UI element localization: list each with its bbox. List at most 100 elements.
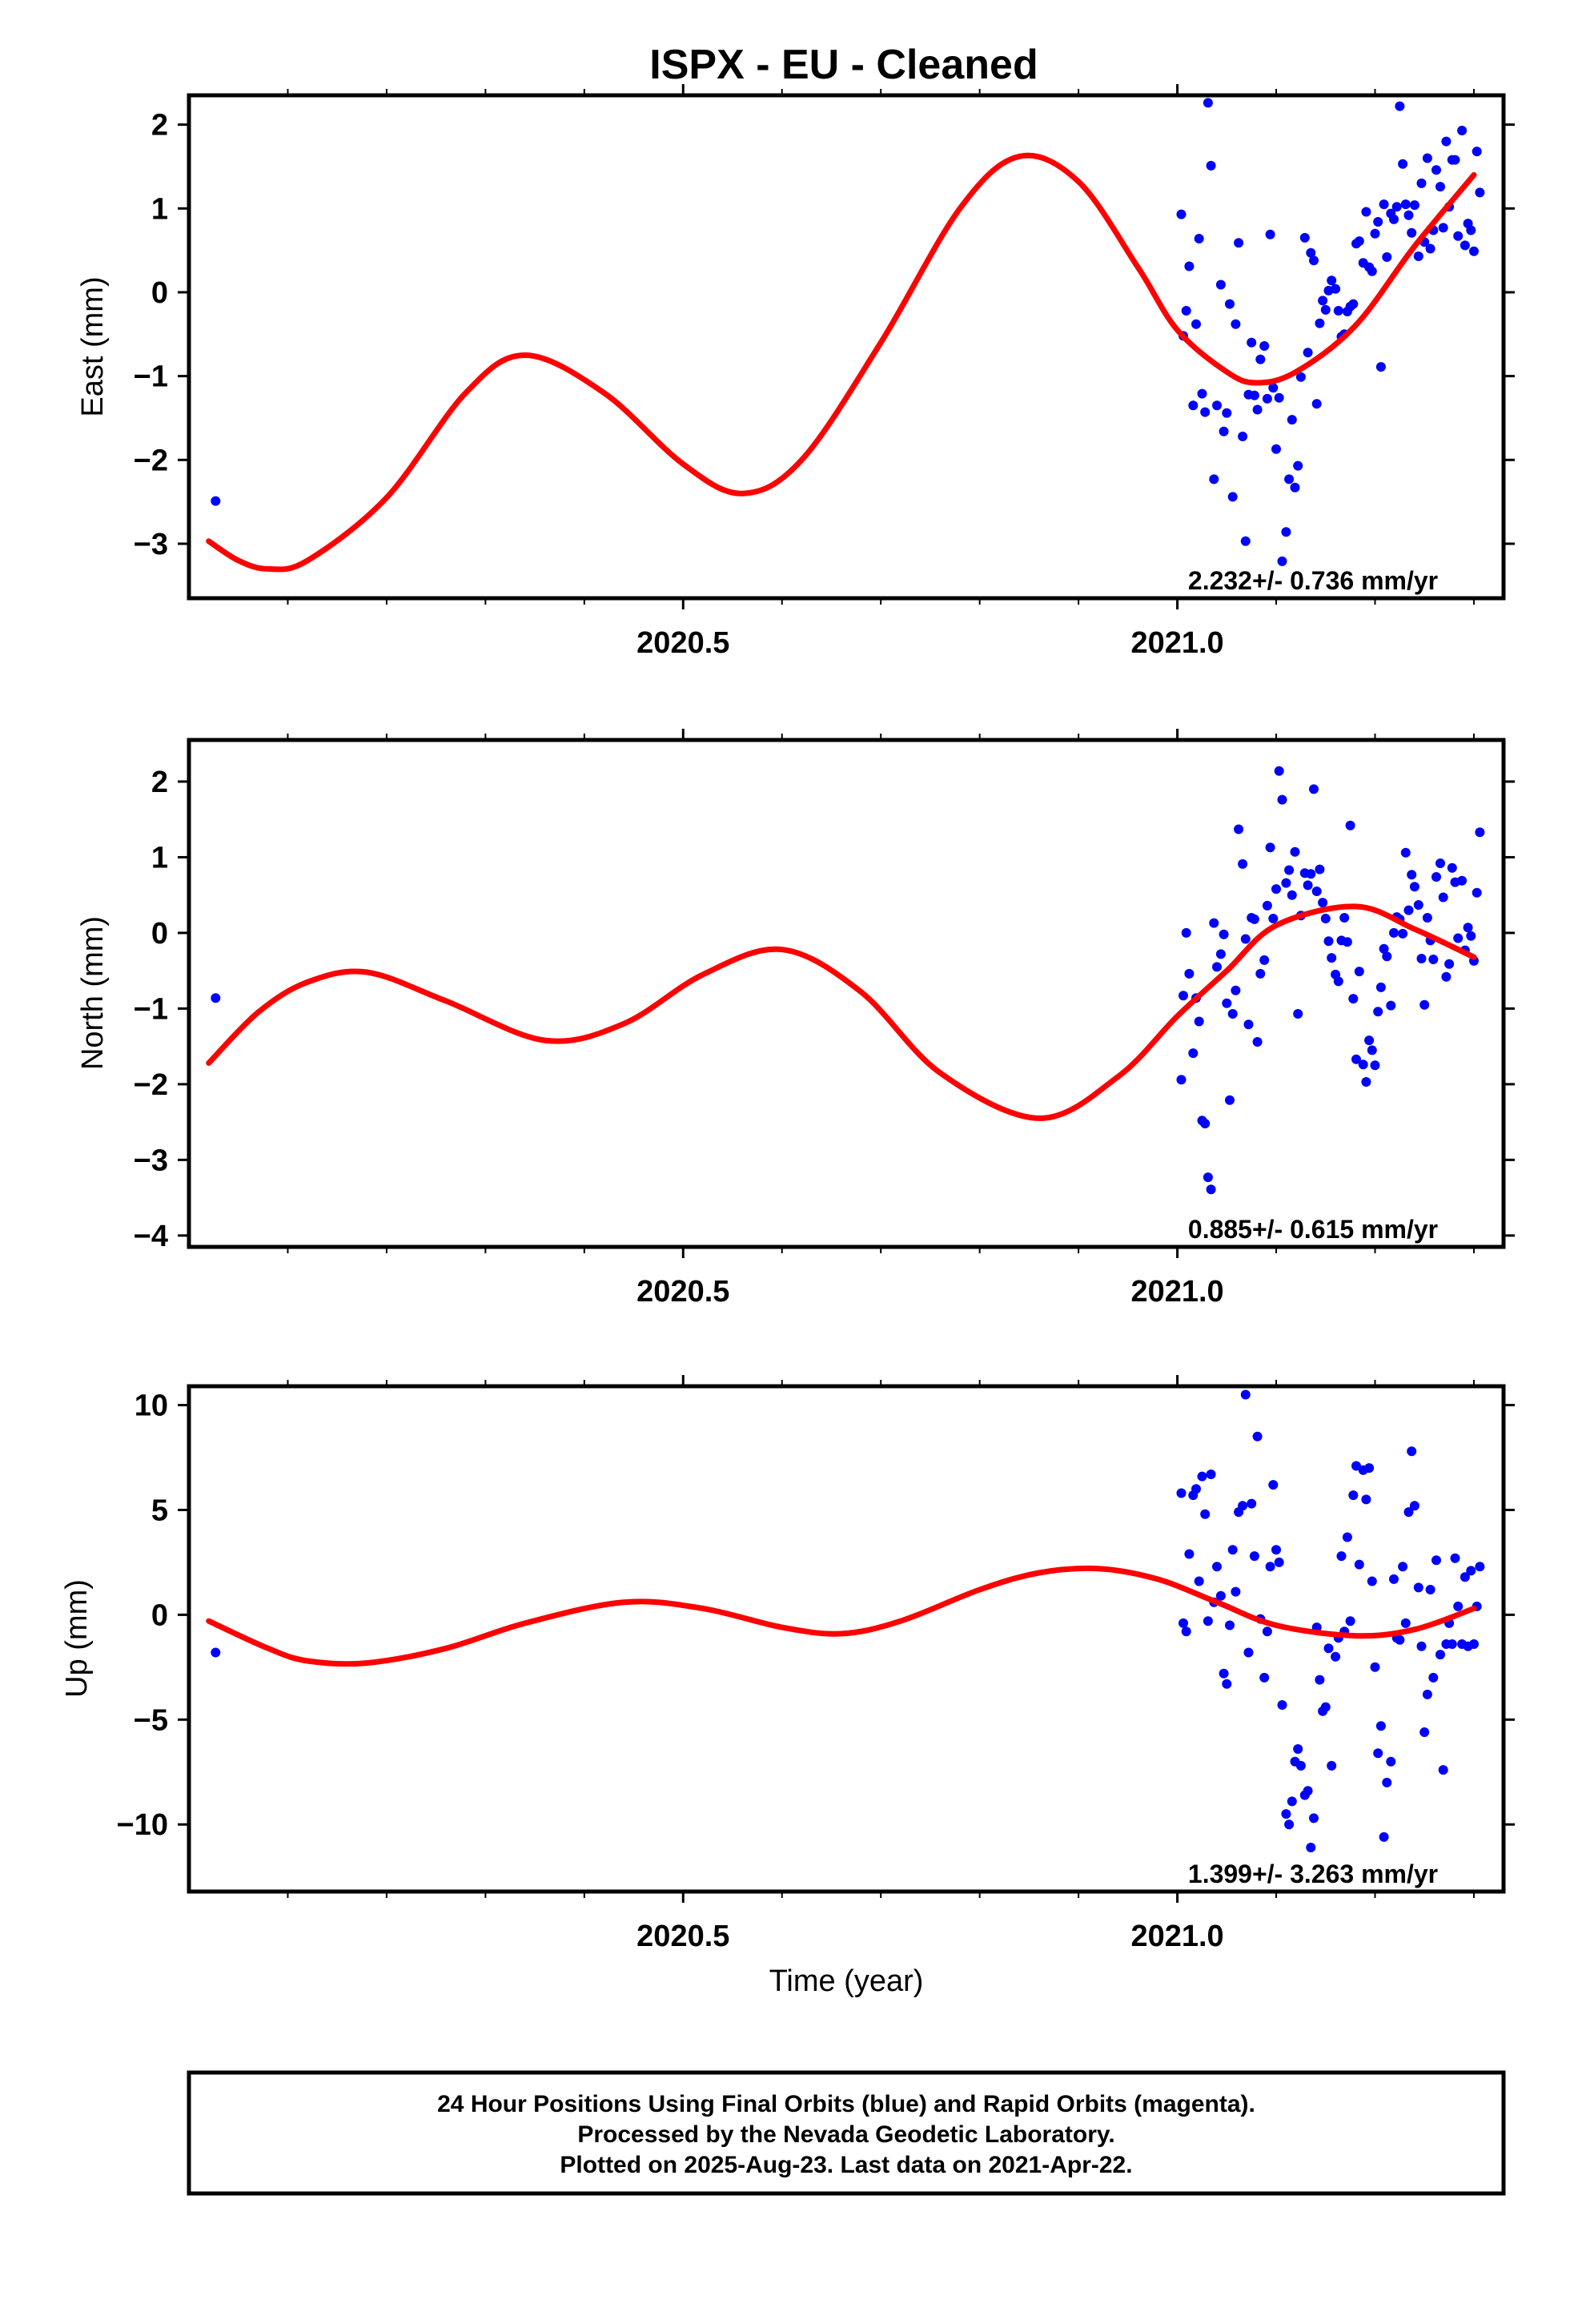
up-data-point xyxy=(1370,1662,1380,1672)
north-ytick-label: 2 xyxy=(151,766,168,799)
panel-east-ylabel: East (mm) xyxy=(76,276,110,416)
north-data-point xyxy=(1438,892,1448,903)
north-data-point xyxy=(1181,927,1191,938)
up-data-point xyxy=(1361,1494,1371,1505)
east-data-point xyxy=(1416,178,1427,188)
up-data-point xyxy=(1277,1700,1287,1710)
up-data-point xyxy=(1191,1484,1201,1494)
north-data-point xyxy=(1407,870,1417,880)
north-data-point xyxy=(1212,962,1222,972)
up-data-point xyxy=(1249,1551,1259,1562)
up-data-point xyxy=(1419,1727,1430,1737)
east-ytick-label: −1 xyxy=(134,360,168,394)
up-data-point xyxy=(1293,1744,1303,1754)
east-data-point xyxy=(1271,444,1281,454)
north-ytick-label: −1 xyxy=(134,992,168,1026)
north-data-point xyxy=(1333,976,1343,987)
up-data-point xyxy=(1450,1553,1460,1563)
footer-line-1: 24 Hour Positions Using Final Orbits (bl… xyxy=(437,2091,1255,2117)
north-data-point xyxy=(1231,985,1241,995)
x-axis-label: Time (year) xyxy=(769,1964,924,1998)
east-data-point xyxy=(1438,223,1448,233)
north-data-point xyxy=(1351,1054,1361,1064)
panel-north-rate-label: 0.885+/- 0.615 mm/yr xyxy=(1188,1215,1438,1244)
north-data-point xyxy=(1435,858,1445,868)
east-data-point xyxy=(1219,426,1229,436)
east-data-point xyxy=(1379,199,1389,210)
north-data-point xyxy=(1309,784,1319,794)
up-data-point xyxy=(1379,1831,1389,1842)
up-data-point xyxy=(1200,1509,1211,1519)
footer-box: 24 Hour Positions Using Final Orbits (bl… xyxy=(187,2070,1506,2196)
north-data-point xyxy=(1265,842,1275,853)
east-data-point xyxy=(1472,147,1482,157)
north-data-point xyxy=(1234,824,1244,834)
up-data-point xyxy=(1309,1813,1319,1823)
east-data-point xyxy=(1277,556,1287,566)
north-data-point xyxy=(1262,900,1272,911)
north-data-point xyxy=(1367,1045,1377,1055)
north-model-curve xyxy=(206,903,1477,1121)
up-ytick-label: −10 xyxy=(117,1808,168,1842)
north-data-point xyxy=(1373,1007,1383,1017)
north-data-point xyxy=(1375,982,1386,992)
up-data-point xyxy=(1306,1843,1316,1852)
east-data-point xyxy=(1284,474,1295,485)
east-xtick-label: 2021.0 xyxy=(1130,626,1223,660)
up-data-point xyxy=(1184,1549,1195,1559)
up-data-point xyxy=(1227,1545,1238,1555)
panel-up-plot-area xyxy=(206,1389,1485,1852)
panel-east-rate-label: 2.232+/- 0.736 mm/yr xyxy=(1188,566,1438,595)
north-data-point xyxy=(1364,1035,1375,1046)
up-data-point xyxy=(1194,1576,1204,1586)
up-data-point xyxy=(1262,1626,1272,1637)
up-data-point xyxy=(1354,1559,1364,1570)
north-data-point xyxy=(1222,998,1232,1008)
up-ytick-label: −5 xyxy=(134,1703,168,1737)
east-data-point xyxy=(1247,337,1257,348)
up-data-point xyxy=(1265,1562,1275,1572)
north-data-point xyxy=(1249,914,1259,924)
up-data-point xyxy=(1247,1498,1257,1509)
east-data-point xyxy=(1422,153,1432,163)
east-data-point xyxy=(1274,392,1284,403)
north-data-point xyxy=(1315,864,1325,875)
north-data-point xyxy=(1409,882,1419,892)
up-data-point xyxy=(1181,1626,1191,1637)
east-data-point xyxy=(1413,251,1423,261)
east-data-point xyxy=(1333,306,1343,316)
east-data-point xyxy=(1212,400,1222,411)
east-data-point xyxy=(1375,362,1386,372)
east-data-point xyxy=(1367,266,1377,276)
panel-up-rate-label: 1.399+/- 3.263 mm/yr xyxy=(1188,1860,1438,1888)
up-data-point xyxy=(1345,1616,1355,1626)
panel-north-ticks: 2020.5 2021.0 −4 −3 −2 −1 0 1 2 xyxy=(134,729,1515,1309)
north-data-point xyxy=(1200,1119,1211,1128)
north-data-point xyxy=(1306,869,1316,879)
up-data-point xyxy=(1271,1545,1281,1555)
up-data-point xyxy=(1212,1562,1222,1572)
north-data-point xyxy=(1290,846,1300,857)
east-data-point xyxy=(1435,182,1445,192)
up-data-point xyxy=(1178,1618,1188,1628)
north-ytick-label: 1 xyxy=(151,841,168,875)
panel-up: 2020.5 2021.0 −10 −5 0 5 10 Up (mm) 1.399+/- 3… xyxy=(60,1375,1515,1998)
up-data-point xyxy=(1389,1574,1399,1584)
east-data-point xyxy=(1398,159,1408,169)
up-data-point xyxy=(1447,1639,1457,1649)
east-data-point xyxy=(1184,261,1195,271)
north-ytick-label: −3 xyxy=(134,1144,168,1177)
east-data-point xyxy=(1389,214,1399,224)
up-data-point xyxy=(1323,1643,1334,1654)
footer-line-2: Processed by the Nevada Geodetic Laborat… xyxy=(577,2121,1114,2148)
up-data-point xyxy=(1413,1582,1423,1593)
north-data-point xyxy=(1320,914,1331,923)
east-data-point xyxy=(1265,229,1275,239)
east-model-curve xyxy=(206,152,1477,573)
up-data-point xyxy=(1398,1562,1408,1572)
north-xtick-label: 2020.5 xyxy=(636,1275,729,1309)
north-data-point xyxy=(1194,1016,1204,1027)
north-data-point xyxy=(1431,872,1441,882)
north-data-point xyxy=(1403,905,1414,915)
up-data-point xyxy=(1197,1471,1207,1482)
